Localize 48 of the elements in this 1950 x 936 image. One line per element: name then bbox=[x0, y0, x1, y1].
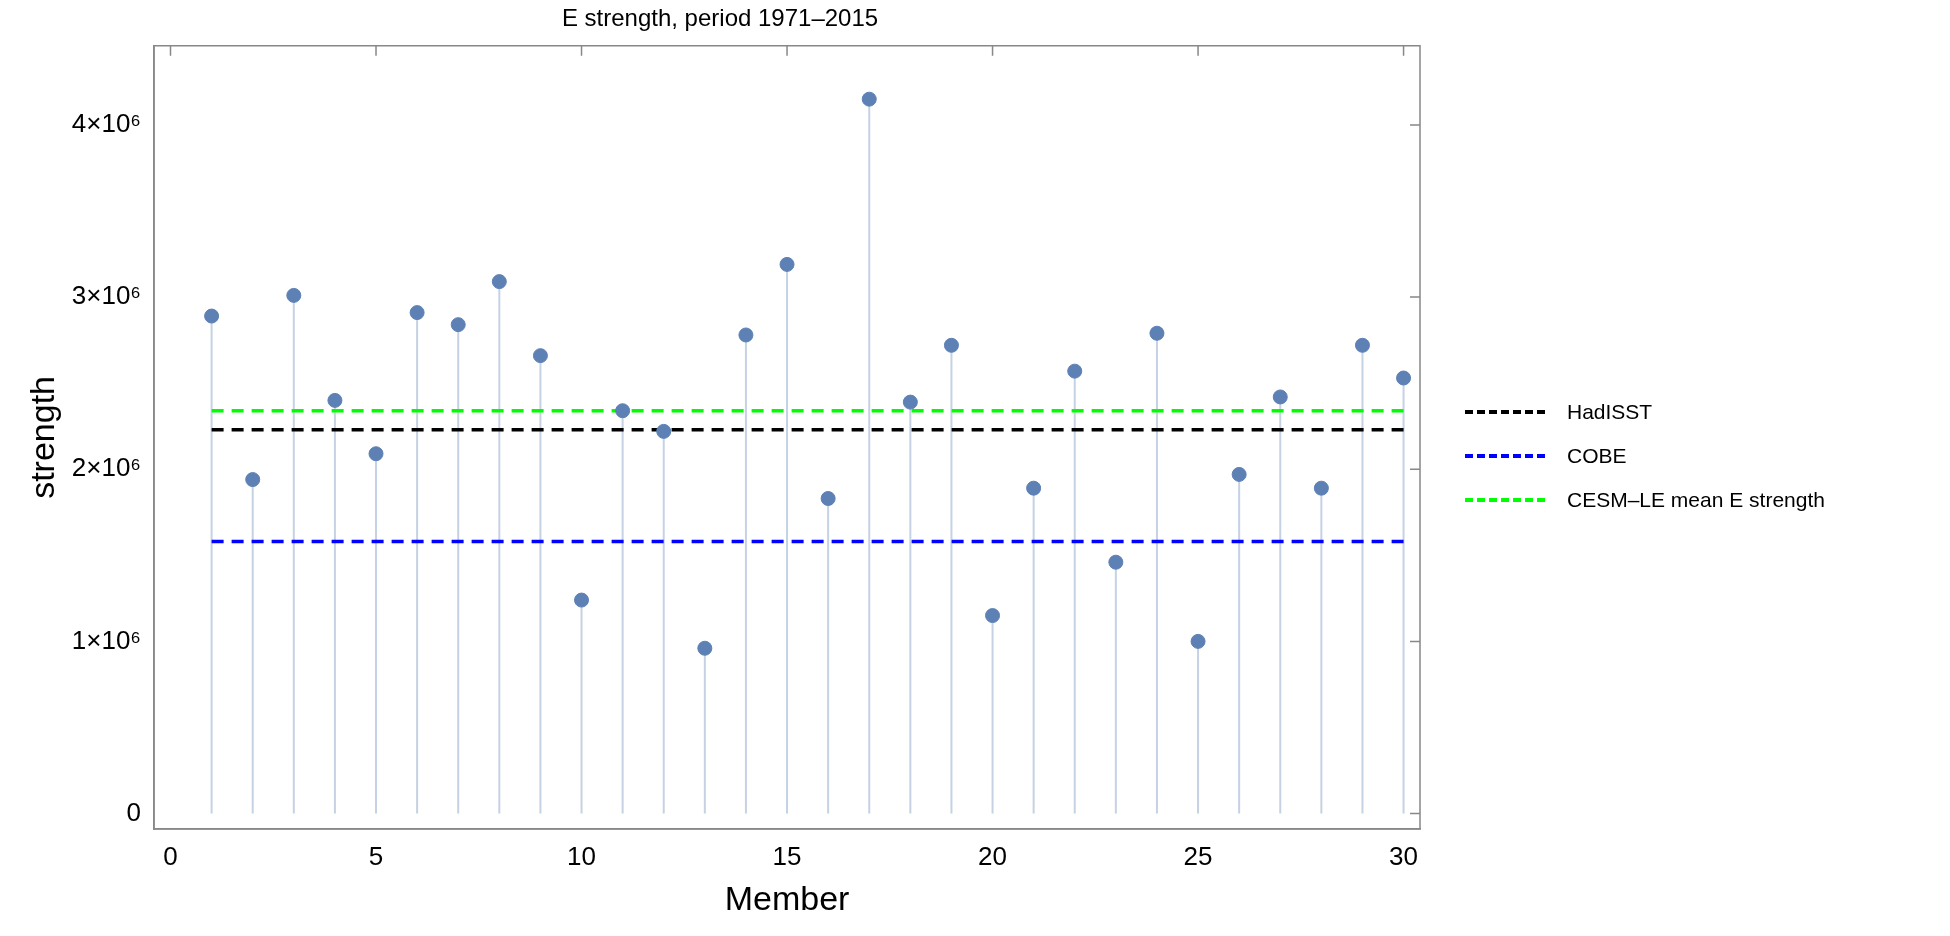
point bbox=[1190, 633, 1206, 649]
point bbox=[1396, 370, 1412, 386]
point bbox=[1108, 554, 1124, 570]
x-tick-label: 5 bbox=[368, 840, 384, 871]
y-tick-label: 2×10⁶ bbox=[71, 452, 142, 483]
point bbox=[1354, 337, 1370, 353]
point bbox=[450, 317, 466, 333]
point bbox=[615, 403, 631, 419]
y-tick-label: 3×10⁶ bbox=[71, 280, 142, 311]
point bbox=[245, 472, 261, 488]
point bbox=[409, 305, 425, 321]
chart-title: E strength, period 1971–2015 bbox=[561, 4, 879, 32]
y-tick-label: 4×10⁶ bbox=[71, 108, 142, 139]
point bbox=[1067, 363, 1083, 379]
point bbox=[574, 592, 590, 608]
y-tick-label: 1×10⁶ bbox=[71, 624, 142, 655]
x-tick-label: 10 bbox=[567, 840, 596, 871]
y-axis-title: strength bbox=[22, 375, 61, 499]
legend-label: COBE bbox=[1567, 444, 1627, 468]
point bbox=[1272, 389, 1288, 405]
point bbox=[1149, 325, 1165, 341]
y-tick-label: 0 bbox=[126, 796, 142, 827]
x-tick-label: 20 bbox=[978, 840, 1007, 871]
point bbox=[204, 308, 220, 324]
point bbox=[656, 423, 672, 439]
x-tick-label: 0 bbox=[163, 840, 178, 871]
point bbox=[368, 446, 384, 462]
point bbox=[820, 491, 836, 507]
point bbox=[1313, 480, 1329, 496]
point bbox=[286, 287, 302, 303]
x-tick-label: 25 bbox=[1183, 840, 1213, 871]
point bbox=[861, 91, 877, 107]
point bbox=[985, 608, 1001, 624]
legend-label: CESM–LE mean E strength bbox=[1567, 488, 1825, 512]
point bbox=[943, 337, 959, 353]
point bbox=[1026, 480, 1042, 496]
point bbox=[491, 274, 507, 290]
point bbox=[902, 394, 918, 410]
point bbox=[1231, 466, 1247, 482]
x-tick-label: 15 bbox=[772, 840, 802, 871]
x-axis-title: Member bbox=[724, 878, 850, 917]
point bbox=[738, 327, 754, 343]
x-tick-label: 30 bbox=[1389, 840, 1419, 871]
ref-line-label: HadISST bbox=[1567, 400, 1653, 424]
point bbox=[779, 256, 795, 272]
point bbox=[697, 640, 713, 656]
point bbox=[327, 392, 343, 408]
point bbox=[532, 348, 548, 364]
